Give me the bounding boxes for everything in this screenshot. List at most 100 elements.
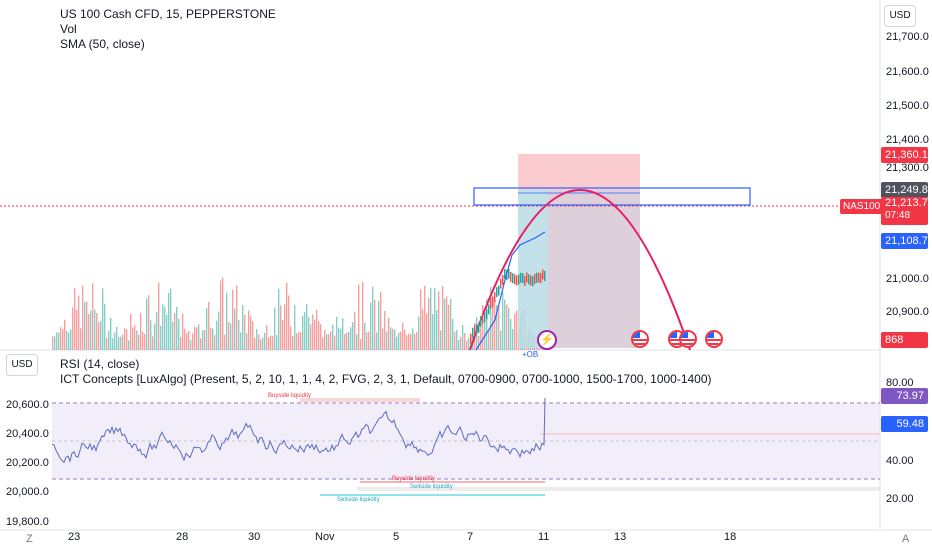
price-candle xyxy=(542,269,544,280)
rsi-label[interactable]: RSI (14, close) xyxy=(60,357,140,371)
volume-bar xyxy=(330,331,332,350)
volume-bar xyxy=(326,334,328,350)
price-candle xyxy=(482,313,484,324)
order-block xyxy=(473,187,751,206)
volume-bar xyxy=(208,301,210,350)
sellside-liquidity-1: Sellside liquidity xyxy=(410,484,453,490)
volume-bar xyxy=(176,307,178,350)
volume-bar xyxy=(314,319,316,350)
volume-bar xyxy=(148,295,150,350)
symbol-title[interactable]: US 100 Cash CFD, 15, PEPPERSTONE xyxy=(60,7,276,21)
us-flag-icon[interactable] xyxy=(631,330,649,348)
volume-bar xyxy=(98,322,100,350)
volume-bar xyxy=(250,316,252,350)
volume-bar xyxy=(150,320,152,350)
volume-bar xyxy=(308,317,310,350)
volume-bar xyxy=(450,299,452,350)
volume-bar xyxy=(88,314,90,350)
volume-bar xyxy=(484,316,486,350)
price-candle xyxy=(508,268,510,279)
volume-bar xyxy=(296,333,298,350)
volume-bar xyxy=(440,330,442,350)
volume-bar xyxy=(348,332,350,350)
projection-arc xyxy=(469,189,691,351)
volume-bar xyxy=(116,326,118,350)
price-candle xyxy=(488,304,490,315)
volume-bar xyxy=(316,309,318,350)
volume-bar xyxy=(66,330,68,350)
time-tick: 18 xyxy=(724,531,737,543)
volume-bar xyxy=(264,332,266,350)
volume-bar xyxy=(462,325,464,350)
buyside-liquidity-top: Buyside liquidity xyxy=(268,393,312,399)
volume-bar xyxy=(184,328,186,350)
currency-button-sub[interactable]: USD xyxy=(6,354,38,376)
volume-bar xyxy=(132,327,134,350)
volume-bar xyxy=(120,336,122,350)
price-candles xyxy=(470,268,546,344)
volume-bar xyxy=(242,305,244,350)
price-candle xyxy=(502,274,504,285)
sellside-liquidity-2: Sellside liquidity xyxy=(337,497,380,503)
volume-bar xyxy=(80,328,82,350)
volume-bar xyxy=(256,329,258,350)
volume-bar xyxy=(222,277,224,350)
volume-bar xyxy=(452,319,454,350)
sma-label[interactable]: SMA (50, close) xyxy=(60,37,145,51)
volume-bar xyxy=(142,331,144,350)
volume-bar xyxy=(146,298,148,350)
time-tick: 28 xyxy=(176,531,189,543)
volume-bar xyxy=(454,331,456,350)
volume-bars xyxy=(52,277,546,350)
rsi-axis-tick: 40.00 xyxy=(886,455,914,467)
volume-bar xyxy=(198,324,200,350)
volume-bar xyxy=(368,331,370,350)
volume-bar xyxy=(382,328,384,350)
volume-bar xyxy=(374,299,376,350)
volume-bar xyxy=(428,297,430,350)
volume-bar xyxy=(248,310,250,350)
volume-bar xyxy=(68,332,70,350)
auto-scale-icon[interactable]: A xyxy=(902,533,910,545)
volume-bar xyxy=(394,329,396,350)
us-flag-icon[interactable] xyxy=(705,330,723,348)
buyside-liquidity-low: Buyside liquidity xyxy=(392,476,436,482)
volume-bar xyxy=(262,337,264,350)
volume-bar xyxy=(212,328,214,350)
volume-bar xyxy=(224,334,226,350)
ict-label[interactable]: ICT Concepts [LuxAlgo] (Present, 5, 2, 1… xyxy=(60,372,712,386)
volume-bar xyxy=(306,304,308,350)
currency-button-main[interactable]: USD xyxy=(884,5,916,27)
volume-bar xyxy=(322,337,324,350)
volume-bar xyxy=(122,334,124,350)
volume-bar xyxy=(84,302,86,350)
time-tick: Nov xyxy=(315,531,335,543)
price-candle xyxy=(472,327,474,338)
us-flag-icon[interactable] xyxy=(679,330,697,348)
price-candle xyxy=(522,273,524,284)
price-candle xyxy=(514,274,516,285)
rsi-line xyxy=(51,397,546,464)
volume-bar xyxy=(252,321,254,350)
volume-bar xyxy=(404,329,406,350)
volume-bar xyxy=(512,328,514,350)
volume-bar xyxy=(336,316,338,350)
vol-label[interactable]: Vol xyxy=(60,22,77,36)
volume-bar xyxy=(92,283,94,350)
volume-bar xyxy=(406,335,408,350)
volume-tag: 868 xyxy=(881,332,928,348)
volume-bar xyxy=(238,319,240,350)
volume-bar xyxy=(280,305,282,350)
lightning-icon[interactable]: ⚡ xyxy=(537,330,557,350)
timezone-icon[interactable]: Z xyxy=(26,533,33,545)
price-candle xyxy=(526,272,528,283)
volume-bar xyxy=(246,333,248,350)
volume-bar xyxy=(300,332,302,350)
volume-bar xyxy=(508,307,510,350)
volume-bar xyxy=(70,329,72,350)
volume-bar xyxy=(58,332,60,350)
volume-bar xyxy=(456,330,458,350)
volume-bar xyxy=(172,321,174,350)
last-price-value: 21,213.7 xyxy=(885,197,928,209)
